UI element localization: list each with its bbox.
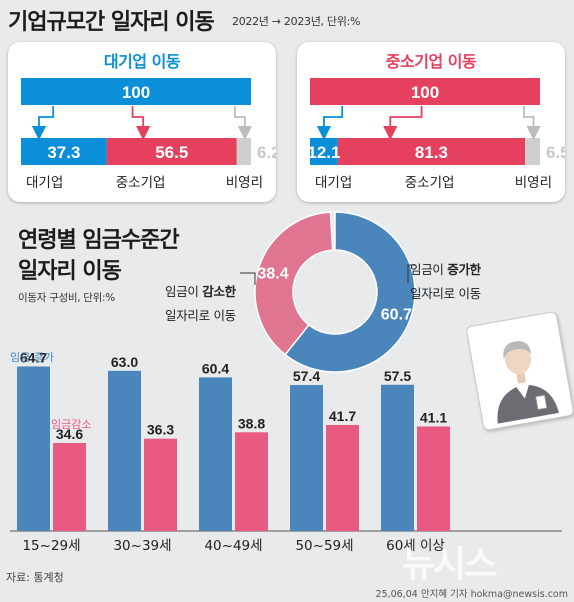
increase-label-line2: 일자리로 이동 xyxy=(410,286,481,301)
segment-2 xyxy=(337,138,526,165)
sme-panel: 중소기업 이동 100 12.1 81.3 6.5 대기업 중소기업 비영리 xyxy=(297,42,565,202)
leader-line-decrease xyxy=(240,272,256,285)
flow-arrow-3 xyxy=(234,106,253,141)
bar-decrease xyxy=(417,426,450,531)
segment-value-label: 6.2 xyxy=(257,143,276,162)
flow-arrow-2 xyxy=(383,106,423,141)
segment-1 xyxy=(310,138,338,165)
bar-value-label: 64.7 xyxy=(20,349,47,365)
section-title: 연령별 임금수준간 일자리 이동 xyxy=(18,225,198,287)
source-bar xyxy=(21,78,251,105)
increase-label: 임금이 증가한 일자리로 이동 xyxy=(410,258,481,306)
watermark-logo: 뉴시스 xyxy=(402,544,497,585)
age-bar-chart: 64.7 34.6 15~29세 63.0 36.3 30~39세 60.4 38.8 40~4… xyxy=(10,349,562,554)
bar-value-label: 36.3 xyxy=(147,422,174,438)
bar-value-label: 60.4 xyxy=(202,360,229,376)
source-bar xyxy=(310,78,540,105)
category-label: 비영리 xyxy=(515,175,552,191)
bar-value-label: 57.4 xyxy=(293,368,320,384)
decrease-label-line2: 일자리로 이동 xyxy=(165,308,236,323)
bar-decrease xyxy=(235,432,268,531)
donut-chart: 60.7 38.4 xyxy=(240,211,416,373)
segment-value-label: 81.3 xyxy=(415,143,448,162)
bar-decrease xyxy=(326,424,359,531)
decrease-label: 임금이 감소한 일자리로 이동 xyxy=(165,280,236,328)
x-tick-label: 50~59세 xyxy=(295,538,353,554)
x-tick-label: 60세 이상 xyxy=(386,538,445,554)
leader-line-increase xyxy=(407,264,415,283)
source-bar-label: 100 xyxy=(411,83,439,102)
bar-value-label: 57.5 xyxy=(384,368,411,384)
x-tick-label: 30~39세 xyxy=(113,538,171,554)
large-company-panel-title: 대기업 이동 xyxy=(103,52,181,71)
segment-2 xyxy=(106,138,237,165)
bar-increase xyxy=(381,384,414,531)
bar-decrease xyxy=(53,443,86,531)
flow-arrow-3 xyxy=(523,106,541,141)
bar-value-label: 41.7 xyxy=(329,408,356,424)
increase-label-bold: 증가한 xyxy=(447,262,481,277)
bar-increase xyxy=(199,377,232,531)
increase-label-pre: 임금이 xyxy=(410,262,448,277)
segment-3 xyxy=(525,138,540,165)
bar-value-label: 38.8 xyxy=(238,415,265,431)
category-label: 대기업 xyxy=(26,175,63,191)
bar-increase xyxy=(17,366,50,531)
bar-value-label: 34.6 xyxy=(56,426,83,442)
decrease-label-bold: 감소한 xyxy=(202,284,236,299)
donut-value-label: 60.7 xyxy=(381,306,412,323)
employee-id-card-illustration xyxy=(465,310,574,432)
source-note: 자료: 통계청 xyxy=(6,571,64,584)
credit-note: 25,06,04 안지혜 기자 hokma@newsis.com xyxy=(375,589,568,600)
section-title-text: 연령별 임금수준간 일자리 이동 xyxy=(18,228,180,284)
decrease-label-pre: 임금이 xyxy=(165,284,203,299)
category-label: 대기업 xyxy=(315,175,352,191)
legend-increase: 임금 증가 xyxy=(10,351,54,364)
sme-flow-chart: 100 12.1 81.3 6.5 대기업 중소기업 비영리 xyxy=(307,78,565,191)
large-company-panel: 대기업 이동 100 37.3 56.5 6.2 대기업 중소기업 비영리 xyxy=(8,42,276,202)
legend-decrease: 임금감소 xyxy=(51,418,91,431)
bar-increase xyxy=(290,385,323,531)
segment-value-label: 37.3 xyxy=(47,143,80,162)
segment-value-label: 56.5 xyxy=(155,143,188,162)
person-icon xyxy=(471,316,569,426)
main-title: 기업규모간 일자리 이동 xyxy=(8,10,215,35)
segment-1 xyxy=(21,138,107,165)
period-note: 2022년 → 2023년, 단위:% xyxy=(232,15,361,28)
flow-arrow-2 xyxy=(131,106,151,141)
bar-value-label: 63.0 xyxy=(111,354,138,370)
donut-slice-1 xyxy=(284,211,416,373)
bar-value-label: 41.1 xyxy=(420,409,447,425)
category-label: 중소기업 xyxy=(405,175,455,191)
segment-3 xyxy=(236,138,251,165)
bar-increase xyxy=(108,370,141,531)
category-label: 중소기업 xyxy=(116,175,166,191)
segment-value-label: 6.5 xyxy=(546,143,565,162)
x-tick-label: 40~49세 xyxy=(204,538,262,554)
large-company-flow-chart: 100 37.3 56.5 6.2 대기업 중소기업 비영리 xyxy=(21,78,276,191)
donut-slice-2 xyxy=(254,211,334,356)
sme-panel-title: 중소기업 이동 xyxy=(385,52,477,71)
flow-arrow-1 xyxy=(316,106,344,141)
x-tick-label: 15~29세 xyxy=(22,538,80,554)
segment-value-label: 12.1 xyxy=(307,143,340,162)
category-label: 비영리 xyxy=(226,175,263,191)
flow-arrow-1 xyxy=(31,106,55,141)
donut-value-label: 38.4 xyxy=(257,265,288,282)
bar-decrease xyxy=(144,438,177,531)
source-bar-label: 100 xyxy=(122,83,150,102)
section-subtitle: 이동자 구성비, 단위:% xyxy=(18,292,115,304)
